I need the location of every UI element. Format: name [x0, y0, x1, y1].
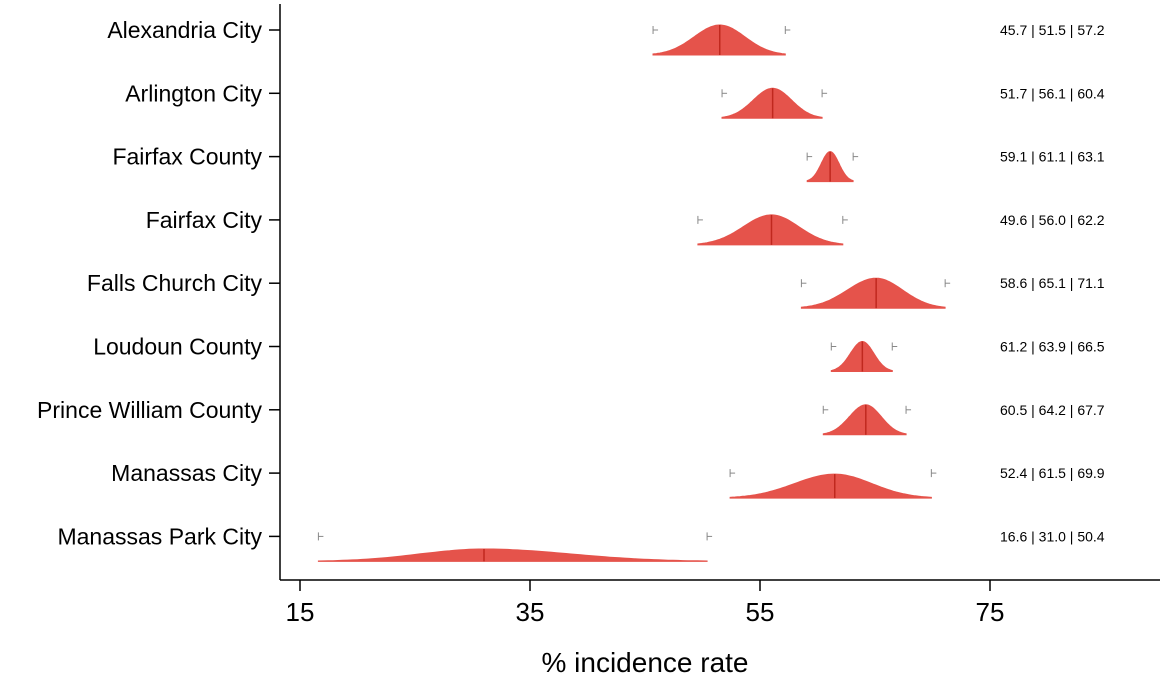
value-label: 52.4 | 61.5 | 69.9	[1000, 465, 1105, 481]
row-fairfax-county: Fairfax County 59.1 | 61.1 | 63.1	[112, 144, 1105, 183]
lower-bound-marker	[800, 279, 807, 288]
upper-bound-marker	[930, 469, 937, 478]
value-label: 16.6 | 31.0 | 50.4	[1000, 528, 1105, 544]
row-prince-william-county: Prince William County 60.5 | 64.2 | 67.7	[37, 397, 1105, 436]
category-label: Manassas Park City	[57, 523, 262, 549]
category-label: Prince William County	[37, 397, 262, 423]
lower-bound-marker	[822, 405, 829, 414]
violin-shape	[800, 277, 946, 309]
lower-bound-marker	[729, 469, 736, 478]
category-label: Alexandria City	[107, 17, 262, 43]
upper-bound-marker	[944, 279, 951, 288]
row-manassas-park-city: Manassas Park City 16.6 | 31.0 | 50.4	[57, 523, 1105, 562]
x-axis-title: % incidence rate	[541, 647, 748, 678]
row-loudoun-county: Loudoun County 61.2 | 63.9 | 66.5	[93, 334, 1105, 372]
upper-bound-marker	[784, 26, 791, 34]
lower-bound-marker	[721, 89, 728, 98]
value-label: 51.7 | 56.1 | 60.4	[1000, 85, 1105, 101]
category-label: Manassas City	[111, 460, 262, 486]
value-label: 60.5 | 64.2 | 67.7	[1000, 402, 1105, 418]
rows-group: Alexandria City 45.7 | 51.5 | 57.2 Arlingt…	[37, 17, 1105, 562]
upper-bound-marker	[821, 89, 828, 98]
lower-bound-marker	[697, 215, 703, 224]
category-label: Fairfax City	[146, 207, 263, 233]
value-label: 45.7 | 51.5 | 57.2	[1000, 22, 1105, 38]
x-ticks-group: 15 35 55 75	[286, 580, 1005, 627]
row-manassas-city: Manassas City 52.4 | 61.5 | 69.9	[111, 460, 1105, 499]
value-label: 58.6 | 65.1 | 71.1	[1000, 275, 1105, 291]
violin-shape	[822, 404, 907, 436]
lower-bound-marker	[830, 342, 837, 351]
value-label: 49.6 | 56.0 | 62.2	[1000, 212, 1105, 228]
upper-bound-marker	[891, 342, 898, 351]
upper-bound-marker	[842, 215, 848, 224]
category-label: Fairfax County	[112, 144, 262, 170]
violin-shape	[317, 548, 708, 562]
lower-bound-marker	[317, 532, 324, 541]
upper-bound-marker	[852, 152, 859, 161]
lower-bound-marker	[652, 26, 659, 34]
x-tick-label: 35	[516, 597, 545, 627]
row-falls-church-city: Falls Church City 58.6 | 65.1 | 71.1	[87, 270, 1105, 309]
category-label: Arlington City	[125, 80, 262, 106]
x-tick-label: 75	[976, 597, 1005, 627]
category-label: Loudoun County	[93, 334, 262, 360]
upper-bound-marker	[905, 405, 912, 414]
x-tick-label: 55	[746, 597, 775, 627]
value-label: 61.2 | 63.9 | 66.5	[1000, 339, 1105, 355]
row-fairfax-city: Fairfax City 49.6 | 56.0 | 62.2	[146, 207, 1105, 246]
x-tick-label: 15	[286, 597, 315, 627]
row-alexandria-city: Alexandria City 45.7 | 51.5 | 57.2	[107, 17, 1105, 56]
violin-shape	[729, 473, 932, 499]
value-label: 59.1 | 61.1 | 63.1	[1000, 149, 1105, 165]
category-label: Falls Church City	[87, 270, 263, 296]
upper-bound-marker	[706, 532, 713, 541]
lower-bound-marker	[806, 152, 813, 161]
violin-shape	[697, 214, 844, 246]
row-arlington-city: Arlington City 51.7 | 56.1 | 60.4	[125, 80, 1105, 119]
